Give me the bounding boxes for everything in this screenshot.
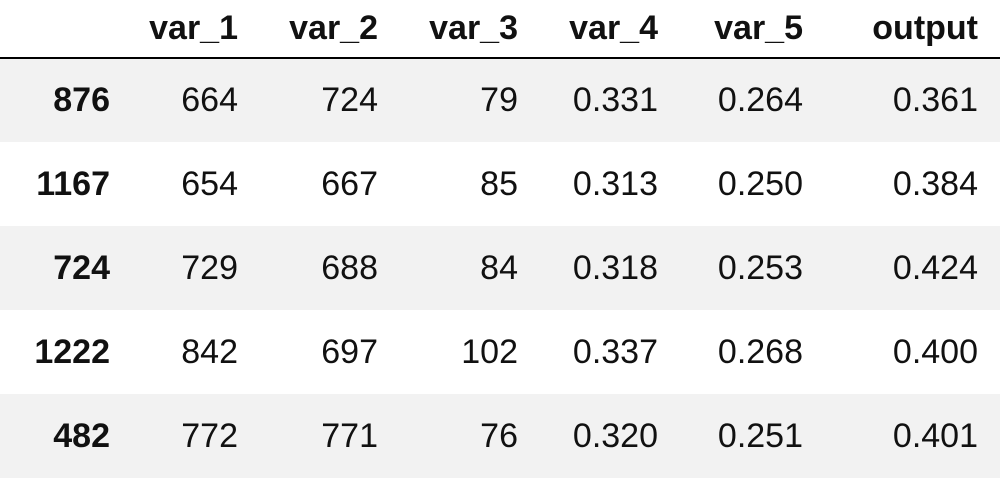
- cell-var-1: 664: [181, 81, 238, 119]
- cell-var-2: 771: [321, 416, 378, 455]
- row-index: 724: [53, 248, 110, 287]
- column-header-index: [0, 0, 140, 59]
- cell-var-1: 842: [181, 332, 238, 371]
- row-index: 482: [53, 416, 110, 455]
- table-row: 724 729 688 84 0.318 0.253 0.424: [0, 226, 1000, 310]
- cell-var-1: 654: [181, 164, 238, 203]
- table-header: var_1 var_2 var_3 var_4 var_5 output: [0, 0, 1000, 59]
- cell-var-5: 0.251: [717, 416, 803, 455]
- table-body: 876 664 724 79 0.331 0.264 0.361 1167 65…: [0, 58, 1000, 478]
- cell-var-1: 772: [181, 416, 238, 455]
- cell-var-3: 84: [480, 248, 518, 287]
- column-header-output: output: [825, 0, 1000, 59]
- row-index: 876: [53, 81, 110, 119]
- cell-var-5: 0.264: [717, 81, 803, 119]
- row-index: 1167: [36, 164, 110, 203]
- cell-var-5: 0.250: [717, 164, 803, 203]
- cell-var-5: 0.253: [717, 248, 803, 287]
- cell-var-2: 724: [321, 81, 378, 119]
- column-header-var-1: var_1: [140, 0, 260, 59]
- cell-var-3: 76: [480, 416, 518, 455]
- cell-output: 0.401: [892, 416, 978, 455]
- row-index: 1222: [34, 332, 110, 371]
- table-row: 876 664 724 79 0.331 0.264 0.361: [0, 58, 1000, 142]
- table-row: 1167 654 667 85 0.313 0.250 0.384: [0, 142, 1000, 226]
- cell-output: 0.384: [892, 164, 978, 203]
- column-header-var-4: var_4: [540, 0, 680, 59]
- column-header-var-3: var_3: [400, 0, 540, 59]
- table-row: 1222 842 697 102 0.337 0.268 0.400: [0, 310, 1000, 394]
- cell-output: 0.424: [892, 248, 978, 287]
- cell-var-4: 0.331: [572, 81, 658, 119]
- cell-var-4: 0.337: [572, 332, 658, 371]
- cell-var-3: 102: [461, 332, 518, 371]
- cell-var-5: 0.268: [717, 332, 803, 371]
- header-row: var_1 var_2 var_3 var_4 var_5 output: [0, 0, 1000, 59]
- cell-var-1: 729: [181, 248, 238, 287]
- table-row: 482 772 771 76 0.320 0.251 0.401: [0, 394, 1000, 478]
- cell-var-4: 0.313: [572, 164, 658, 203]
- cell-output: 0.361: [892, 81, 978, 119]
- cell-var-3: 79: [480, 81, 518, 119]
- cell-output: 0.400: [892, 332, 978, 371]
- cell-var-2: 697: [321, 332, 378, 371]
- cell-var-4: 0.320: [572, 416, 658, 455]
- column-header-var-5: var_5: [680, 0, 825, 59]
- cell-var-2: 667: [321, 164, 378, 203]
- cell-var-2: 688: [321, 248, 378, 287]
- column-header-var-2: var_2: [260, 0, 400, 59]
- cell-var-4: 0.318: [572, 248, 658, 287]
- cell-var-3: 85: [480, 164, 518, 203]
